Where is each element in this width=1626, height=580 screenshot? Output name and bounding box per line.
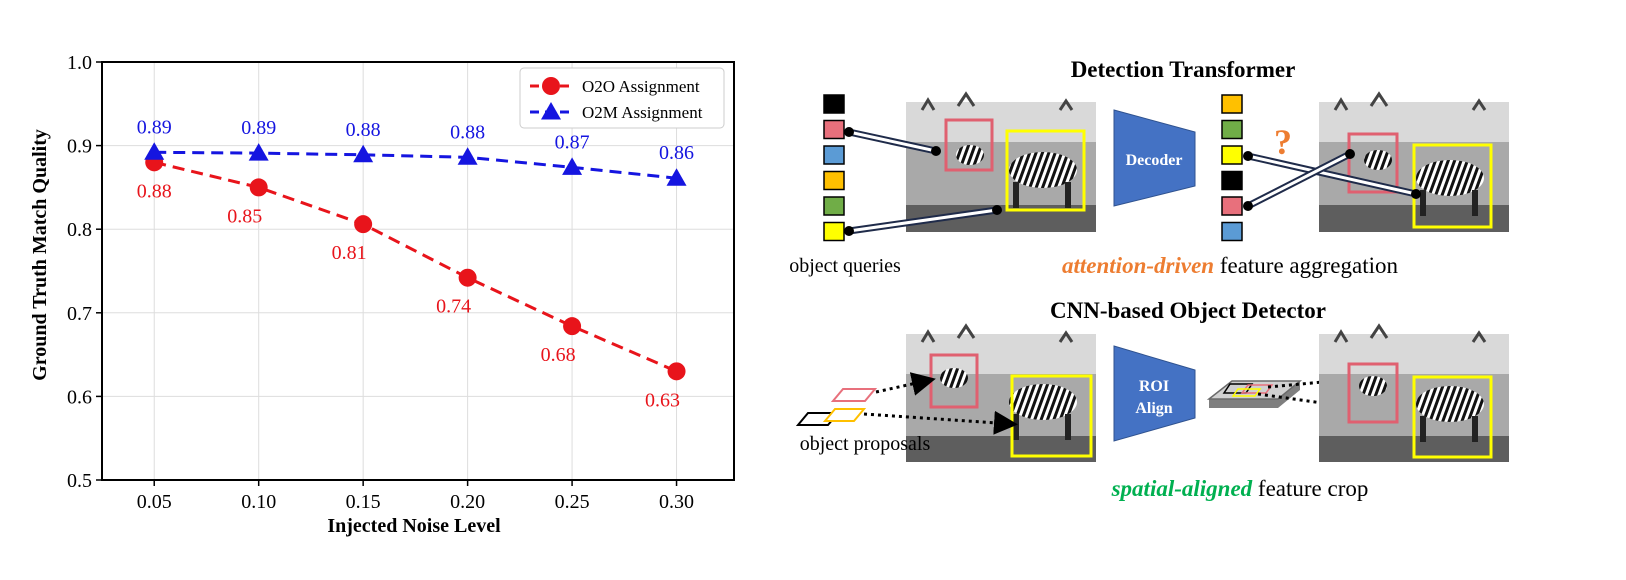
o2o-data-label: 0.88	[137, 180, 172, 202]
o2o-point	[667, 362, 686, 381]
proposal-parallelograms	[795, 388, 878, 426]
query-to-image-lines	[844, 127, 1002, 236]
o2o-series-line	[153, 160, 678, 373]
object-query-square	[823, 94, 845, 114]
object-proposals-label: object proposals	[800, 433, 931, 455]
o2m-data-label: 0.89	[241, 117, 276, 139]
output-query-square	[1221, 94, 1243, 114]
o2m-point	[353, 144, 374, 163]
crossed-attention-lines	[1243, 149, 1421, 211]
attention-caption: attention-driven feature aggregation	[1062, 253, 1398, 278]
roi-label-line2: Align	[1135, 400, 1172, 417]
pink-box-small-zebra	[944, 118, 994, 172]
yellow-box-large-zebra-bottom-right	[1412, 375, 1493, 459]
legend-frame	[519, 67, 725, 129]
o2m-data-label: 0.86	[659, 142, 694, 164]
x-tick-label: 0.15	[346, 491, 381, 513]
x-tick-label: 0.25	[555, 491, 590, 513]
spatial-caption: spatial-aligned feature crop	[1111, 476, 1369, 501]
detector-comparison-diagram: Detection Transformer Decoder ?	[790, 57, 1509, 501]
legend-items: O2O Assignment O2M Assignment	[530, 77, 703, 122]
zebra-image-top-right	[1319, 91, 1509, 232]
output-query-column	[1221, 94, 1243, 242]
legend-o2o-label: O2O Assignment	[582, 77, 700, 96]
x-tick-label: 0.10	[241, 491, 276, 513]
o2o-data-label: 0.74	[436, 296, 471, 318]
roi-align-block: ROI Align	[1113, 345, 1196, 442]
o2o-data-label: 0.85	[227, 205, 262, 227]
spatial-emph: spatial-aligned	[1111, 476, 1253, 501]
o2o-data-label: 0.68	[541, 344, 576, 366]
question-mark: ?	[1274, 122, 1292, 162]
object-query-square	[823, 221, 845, 242]
legend-o2m-marker	[541, 102, 561, 120]
o2o-point	[354, 215, 373, 234]
y-tick-label: 1.0	[67, 52, 92, 74]
output-query-square	[1221, 119, 1243, 140]
object-queries-label: object queries	[790, 255, 901, 277]
detection-transformer-title: Detection Transformer	[1071, 57, 1296, 82]
chart-series: 0.88 0.85 0.81 0.74 0.68 0.63 0.89 0.89 0.88 0.88…	[137, 116, 694, 411]
y-tick-label: 0.7	[67, 303, 92, 325]
o2o-point	[249, 178, 268, 197]
attention-rest: feature aggregation	[1214, 253, 1398, 278]
x-axis-label: Injected Noise Level	[327, 515, 501, 537]
y-tick-label: 0.8	[67, 219, 92, 241]
decoder-block: Decoder	[1113, 109, 1196, 207]
output-query-square	[1221, 145, 1243, 165]
y-tick-label: 0.5	[67, 470, 92, 492]
o2m-point	[457, 147, 478, 165]
o2m-data-label: 0.87	[555, 131, 590, 153]
yellow-box-large-zebra	[1005, 129, 1086, 212]
proposal-arrows	[863, 372, 1018, 435]
object-query-square	[823, 170, 845, 191]
y-tick-label: 0.9	[67, 136, 92, 158]
zebra-image-bottom-right	[1319, 323, 1509, 462]
object-query-square	[823, 119, 845, 140]
o2m-point	[562, 157, 583, 175]
o2o-point	[458, 268, 477, 287]
spatial-rest: feature crop	[1252, 476, 1368, 501]
o2o-point	[563, 317, 582, 336]
object-query-column	[823, 94, 845, 242]
zebra-image-bottom-left	[906, 323, 1096, 462]
o2o-data-label: 0.63	[645, 389, 680, 411]
output-query-square	[1221, 221, 1243, 242]
plot-frame	[101, 61, 735, 481]
object-query-square	[823, 196, 845, 216]
x-tick-label: 0.05	[137, 491, 172, 513]
chart-ticks: 0.05 0.10 0.15 0.20 0.25 0.30 0.5 0.6 0.7 0.8 0.9 1…	[67, 52, 694, 513]
o2m-point	[666, 168, 687, 186]
yellow-box-large-zebra-right	[1412, 143, 1493, 229]
y-tick-label: 0.6	[67, 386, 92, 408]
cnn-detector-title: CNN-based Object Detector	[1050, 298, 1326, 323]
line-chart: 0.05 0.10 0.15 0.20 0.25 0.30 0.5 0.6 0.7 0.8 0.9 1…	[29, 52, 735, 537]
legend-o2o-marker	[542, 77, 560, 95]
o2m-data-label: 0.88	[346, 119, 381, 141]
legend-o2m-label: O2M Assignment	[582, 103, 703, 122]
o2m-data-label: 0.88	[450, 121, 485, 143]
o2m-data-label: 0.89	[137, 116, 172, 138]
pink-box-small-zebra-bottom-right	[1347, 362, 1399, 424]
o2m-point	[144, 142, 165, 160]
feature-map-tray	[1206, 380, 1303, 408]
roi-label-line1: ROI	[1139, 378, 1169, 395]
decoder-label: Decoder	[1126, 152, 1183, 169]
y-axis-label: Ground Truth Match Quality	[29, 129, 51, 381]
output-query-square	[1221, 170, 1243, 191]
object-query-square	[823, 145, 845, 165]
o2o-data-label: 0.81	[332, 242, 367, 264]
o2m-point	[248, 143, 269, 161]
chart-legend: O2O Assignment O2M Assignment	[519, 67, 725, 129]
o2m-series-line	[154, 150, 677, 180]
output-query-square	[1221, 196, 1243, 216]
pink-box-small-zebra-right	[1347, 132, 1399, 194]
x-tick-label: 0.20	[450, 491, 485, 513]
x-tick-label: 0.30	[659, 491, 694, 513]
attention-emph: attention-driven	[1062, 253, 1214, 278]
